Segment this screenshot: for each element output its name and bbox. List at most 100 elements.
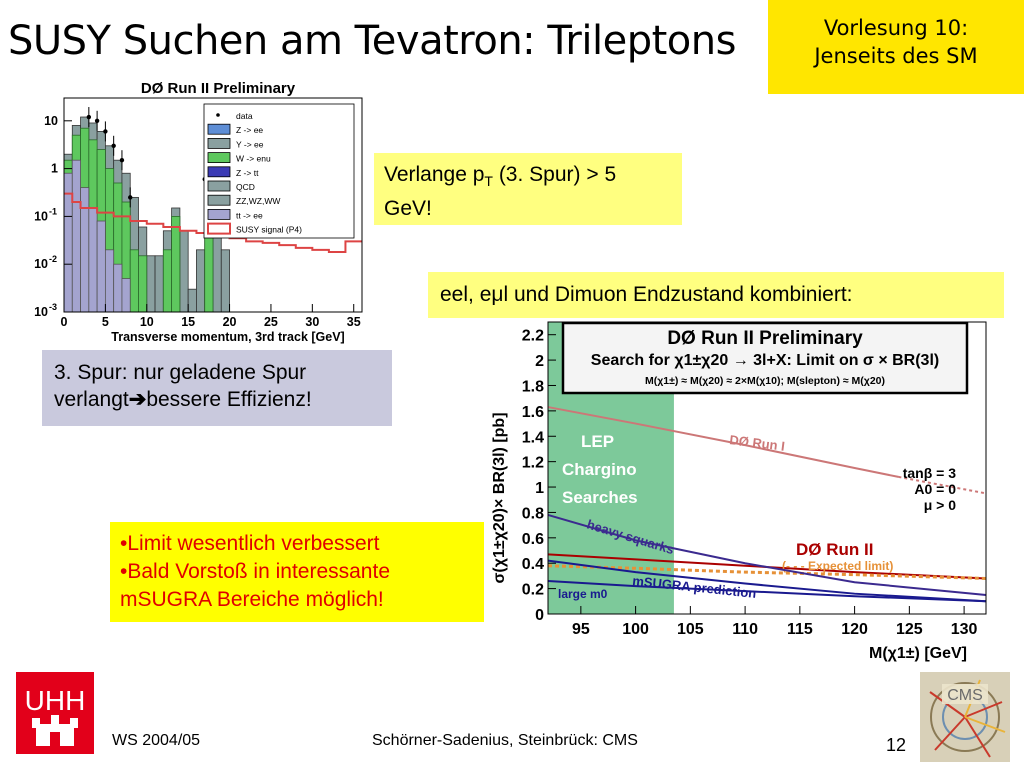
third-track-line1: 3. Spur: nur geladene Spur xyxy=(54,361,307,384)
limit-x-tick-label: 120 xyxy=(841,621,868,638)
limit-y-tick-label: 1.8 xyxy=(522,378,544,395)
histogram-bin-lavender xyxy=(96,220,106,313)
bullet-item: •Limit wesentlich verbessert xyxy=(120,530,474,558)
lecture-label-box: Vorlesung 10: Jenseits des SM xyxy=(768,0,1024,94)
legend-entry: Z -> tt xyxy=(236,168,259,178)
limit-series-line xyxy=(547,579,987,603)
histogram-bin xyxy=(179,230,189,313)
bullet-symbol: • xyxy=(120,532,128,555)
limit-series-extrapolation xyxy=(898,475,987,495)
legend-entry: tt -> ee xyxy=(236,210,263,220)
page-title: SUSY Suchen am Tevatron: Trileptons xyxy=(8,18,736,64)
legend-marker xyxy=(207,194,231,206)
legend-entry: Z -> ee xyxy=(236,125,263,135)
pt-cut-text-a: Verlange p xyxy=(384,163,485,186)
legend-marker xyxy=(207,208,231,220)
legend-marker xyxy=(207,222,231,235)
bullet-text-1: Limit wesentlich verbessert xyxy=(127,532,380,555)
legend-entry: ZZ,WZ,WW xyxy=(236,196,280,206)
limit-series-line xyxy=(547,406,899,478)
histogram-bin xyxy=(154,255,164,313)
histogram-bin xyxy=(196,249,206,313)
limit-series-line xyxy=(547,553,987,580)
bullet-item: •Bald Vorstoß in interessante xyxy=(120,558,474,586)
limit-chart-subtitle: Search for χ1±χ20 → 3l+X: Limit on σ × B… xyxy=(591,352,939,369)
histogram-bin-green xyxy=(162,249,173,313)
histogram-bin-lavender xyxy=(80,187,90,313)
histogram-y-tick-label: 10 xyxy=(34,257,48,271)
histogram-x-tick-label: 5 xyxy=(102,315,109,329)
limit-y-tick-label: 0.6 xyxy=(522,531,544,548)
limit-x-tick-label: 115 xyxy=(787,621,813,638)
limit-x-tick-label: 125 xyxy=(896,621,923,638)
data-point xyxy=(103,129,108,134)
limit-series-line xyxy=(547,559,987,603)
lep-region-label: Chargino xyxy=(562,460,637,479)
histogram-bin-lavender xyxy=(71,159,81,313)
arrow-right-icon: ➔ xyxy=(128,388,147,411)
page-number: 12 xyxy=(886,735,907,755)
limit-y-tick-label: 1.6 xyxy=(522,404,544,421)
histogram-x-tick-label: 35 xyxy=(347,315,361,329)
lecture-topic: Jenseits des SM xyxy=(814,44,978,68)
pt-cut-text-c: GeV! xyxy=(384,197,432,221)
legend-marker xyxy=(216,113,220,117)
data-point xyxy=(128,195,133,200)
legend-marker xyxy=(207,123,231,135)
histogram-y-tick-label: 10 xyxy=(34,305,48,319)
limit-chart-title: DØ Run II Preliminary xyxy=(667,328,863,349)
data-point xyxy=(86,114,92,120)
third-track-line2-a: verlangt xyxy=(54,388,129,411)
limit-chart: LEP Chargino Searches DØ Run I DØ Run II(- -… xyxy=(486,318,992,666)
histogram-x-tick-label: 10 xyxy=(140,315,154,329)
histogram-x-axis-label: Transverse momentum, 3rd track [GeV] xyxy=(111,330,344,344)
histogram-bin xyxy=(187,288,197,313)
histogram-x-tick-label: 20 xyxy=(223,315,237,329)
histogram-x-tick-label: 25 xyxy=(264,315,278,329)
legend-entry: SUSY signal (P4) xyxy=(236,225,302,235)
limit-x-tick-label: 100 xyxy=(622,621,649,638)
lep-region-label: Searches xyxy=(562,488,638,507)
histogram-y-tick-exponent: -3 xyxy=(49,302,57,312)
limit-y-tick-label: 0.8 xyxy=(522,505,544,522)
histogram-y-tick-exponent: -1 xyxy=(49,206,57,216)
uhh-logo-text: UHH xyxy=(25,685,86,716)
data-point xyxy=(119,157,125,163)
histogram-x-tick-label: 15 xyxy=(181,315,195,329)
svg-text:CMS: CMS xyxy=(947,687,983,704)
limit-x-tick-label: 110 xyxy=(732,621,758,638)
legend-marker xyxy=(207,166,231,178)
limit-x-tick-label: 95 xyxy=(572,621,590,638)
limit-series-line xyxy=(547,514,987,596)
bullet-text-3: mSUGRA Bereiche möglich! xyxy=(120,588,384,611)
data-point xyxy=(111,143,116,148)
legend-entry: data xyxy=(236,111,253,121)
histogram-frame xyxy=(63,97,363,313)
cms-logo-icon: CMS xyxy=(920,672,1010,762)
model-parameter: tanβ = 3 xyxy=(903,465,957,481)
histogram-bin-lavender xyxy=(104,249,115,313)
bullet-text-2: Bald Vorstoß in interessante xyxy=(127,560,391,583)
histogram-bin-lavender xyxy=(88,207,98,313)
footer-authors: Schörner-Sadenius, Steinbrück: CMS xyxy=(372,732,638,749)
legend-entry: Y -> ee xyxy=(236,139,264,149)
pt-histogram-chart: DØ Run II Preliminary 0 5 10 15 20 25 30 35 10 1 1… xyxy=(28,76,380,348)
limit-series-label: DØ Run II xyxy=(796,540,873,559)
limit-y-tick-label: 0.4 xyxy=(522,556,544,573)
limit-x-axis-label: M(χ1±) [GeV] xyxy=(869,645,967,662)
histogram-bin xyxy=(146,255,156,313)
histogram-bin-green xyxy=(129,249,139,313)
pt-cut-subscript: T xyxy=(484,173,493,190)
histogram-y-tick-label: 10 xyxy=(34,209,48,223)
histogram-y-tick-label: 10 xyxy=(44,114,58,128)
model-parameter: A0 = 0 xyxy=(914,481,956,497)
limit-y-axis-label: σ(χ1±χ20)× BR(3l) [pb] xyxy=(491,412,508,583)
limit-series-label: large m0 xyxy=(558,587,608,601)
combined-channels-note: eel, eμl und Dimuon Endzustand kombinier… xyxy=(428,272,1004,318)
histogram-bin xyxy=(220,249,230,313)
limit-series-label: DØ Run I xyxy=(729,432,786,454)
limit-y-tick-label: 2.2 xyxy=(522,328,544,345)
conclusion-bullets: •Limit wesentlich verbessert •Bald Vorst… xyxy=(110,522,484,622)
model-parameter: μ > 0 xyxy=(924,497,957,513)
legend-entry: W -> enu xyxy=(236,154,271,164)
